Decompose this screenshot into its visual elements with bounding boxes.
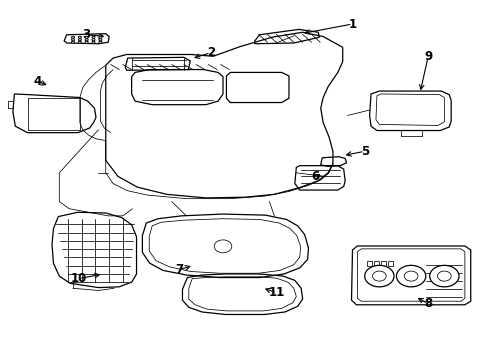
Text: 10: 10 [71, 272, 87, 285]
Circle shape [438, 271, 451, 281]
Circle shape [85, 36, 88, 39]
Circle shape [72, 36, 74, 39]
Text: 6: 6 [312, 170, 320, 183]
Circle shape [430, 265, 459, 287]
Circle shape [78, 41, 81, 43]
Circle shape [396, 265, 426, 287]
Circle shape [78, 39, 81, 41]
Text: 3: 3 [82, 28, 90, 41]
Circle shape [99, 39, 102, 41]
Circle shape [72, 39, 74, 41]
Circle shape [85, 41, 88, 43]
Circle shape [92, 41, 95, 43]
Text: 7: 7 [175, 263, 183, 276]
Circle shape [99, 36, 102, 39]
Text: 9: 9 [424, 50, 432, 63]
Circle shape [365, 265, 394, 287]
Circle shape [92, 36, 95, 39]
Circle shape [72, 41, 74, 43]
Text: 4: 4 [33, 75, 42, 88]
Circle shape [78, 36, 81, 39]
Text: 8: 8 [424, 297, 432, 310]
Text: 5: 5 [361, 145, 369, 158]
Circle shape [404, 271, 418, 281]
Circle shape [92, 39, 95, 41]
Circle shape [85, 39, 88, 41]
Text: 1: 1 [348, 18, 357, 31]
Text: 11: 11 [269, 287, 285, 300]
Circle shape [99, 41, 102, 43]
Circle shape [372, 271, 386, 281]
Circle shape [214, 240, 232, 253]
Text: 2: 2 [207, 46, 215, 59]
